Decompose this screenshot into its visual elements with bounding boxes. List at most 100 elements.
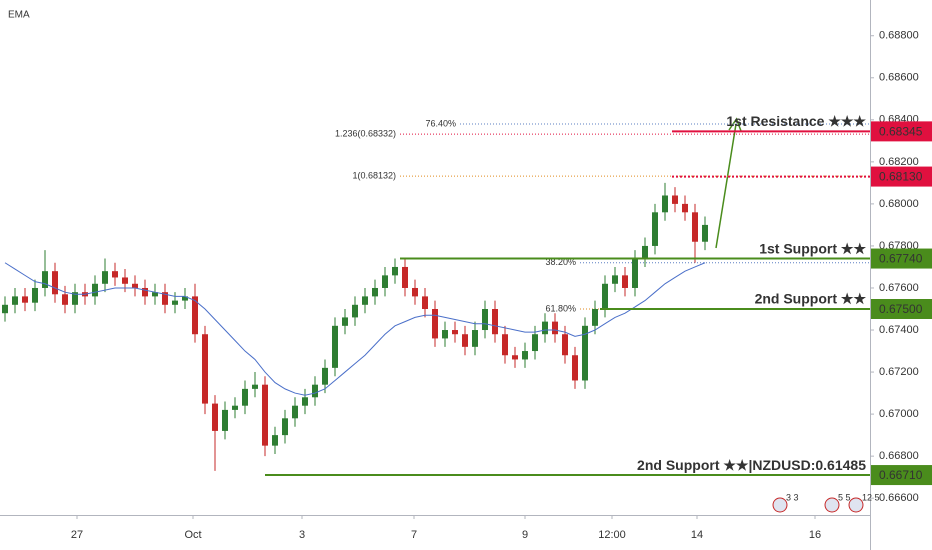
candle-body	[562, 334, 568, 356]
candle-body	[192, 296, 198, 335]
candle-body	[592, 309, 598, 326]
level-label: 1st Resistance ★★★	[726, 113, 866, 129]
event-flag	[824, 497, 840, 513]
x-tick-label: 12:00	[598, 529, 626, 541]
candle-body	[92, 283, 98, 297]
event-badge-label: 3 3	[786, 492, 799, 502]
candle-body	[692, 212, 698, 242]
indicator-title: EMA	[8, 10, 30, 21]
candle-body	[262, 384, 268, 446]
x-tick-label: Oct	[184, 529, 201, 541]
candle-body	[382, 275, 388, 288]
price-box-label: 0.68345	[879, 125, 923, 139]
candle-body	[572, 355, 578, 381]
candle-body	[232, 405, 238, 410]
candle-body	[522, 351, 528, 360]
y-tick-label: 0.68600	[879, 72, 919, 84]
candle-body	[402, 266, 408, 288]
ema-line	[4, 262, 706, 396]
candle-body	[182, 296, 188, 301]
candle-body	[492, 309, 498, 335]
y-tick-label: 0.68800	[879, 30, 919, 42]
candle-body	[272, 435, 278, 446]
candle-body	[242, 388, 248, 406]
candle-body	[482, 309, 488, 331]
y-tick-label: 0.68200	[879, 156, 919, 168]
y-tick-label: 0.66800	[879, 450, 919, 462]
level-label: 1st Support ★★	[759, 240, 866, 256]
price-box	[871, 465, 932, 486]
candle-body	[662, 195, 668, 213]
price-box-label: 0.67500	[879, 302, 923, 316]
candle-body	[132, 283, 138, 288]
candle-body	[432, 309, 438, 339]
candle-body	[552, 321, 558, 335]
price-box-label: 0.68130	[879, 170, 923, 184]
y-tick-label: 0.67200	[879, 366, 919, 378]
candle-body	[352, 304, 358, 318]
candle-body	[392, 266, 398, 276]
candle-body	[452, 330, 458, 335]
candle-body	[162, 292, 168, 305]
candle-body	[532, 334, 538, 352]
x-tick-label: 27	[71, 529, 83, 541]
fib-label: 61.80%	[545, 303, 576, 313]
price-box-label: 0.67740	[879, 252, 923, 266]
price-box	[871, 166, 932, 187]
candle-body	[252, 384, 258, 389]
candle-body	[582, 325, 588, 381]
x-tick-label: 3	[299, 529, 305, 541]
candle-body	[312, 384, 318, 398]
level-label: 2nd Support ★★|NZDUSD:0.61485	[637, 457, 866, 473]
price-box	[871, 121, 932, 142]
candle-body	[42, 271, 48, 288]
candle-body	[142, 287, 148, 297]
price-box-label: 0.66710	[879, 468, 923, 482]
candle-body	[172, 300, 178, 305]
y-tick-label: 0.67400	[879, 324, 919, 336]
candle-body	[642, 245, 648, 259]
candle-body	[22, 296, 28, 303]
candle-body	[372, 287, 378, 297]
candle-body	[122, 277, 128, 284]
candle-body	[342, 317, 348, 326]
candle-body	[442, 330, 448, 339]
candle-body	[672, 195, 678, 204]
candle-body	[512, 355, 518, 360]
candle-body	[412, 287, 418, 297]
forecast-arrow	[715, 117, 742, 249]
candle-body	[542, 321, 548, 335]
candle-body	[332, 325, 338, 368]
y-tick-label: 0.66600	[879, 492, 919, 504]
candle-body	[702, 224, 708, 242]
candle-body	[462, 334, 468, 347]
candle-body	[12, 296, 18, 305]
x-tick-label: 14	[691, 529, 703, 541]
candle-body	[282, 418, 288, 436]
candle-body	[652, 212, 658, 246]
candle-body	[302, 397, 308, 406]
candle-body	[102, 271, 108, 284]
fib-label: 76.40%	[425, 118, 456, 128]
fib-label: 1.236(0.68332)	[335, 128, 396, 138]
event-flag	[772, 497, 788, 513]
price-box	[871, 248, 932, 269]
candle-body	[362, 296, 368, 305]
fib-label: 1(0.68132)	[352, 171, 396, 181]
price-box	[871, 299, 932, 319]
y-tick-label: 0.67600	[879, 282, 919, 294]
candle-body	[202, 334, 208, 404]
candle-body	[62, 294, 68, 305]
x-tick-label: 9	[522, 529, 528, 541]
candle-body	[222, 409, 228, 431]
candle-body	[602, 283, 608, 309]
y-tick-label: 0.67000	[879, 408, 919, 420]
level-label: 2nd Support ★★	[755, 291, 867, 307]
candle-body	[622, 275, 628, 288]
x-tick-label: 7	[411, 529, 417, 541]
candle-body	[292, 405, 298, 419]
candle-body	[112, 271, 118, 278]
candle-body	[2, 304, 8, 314]
